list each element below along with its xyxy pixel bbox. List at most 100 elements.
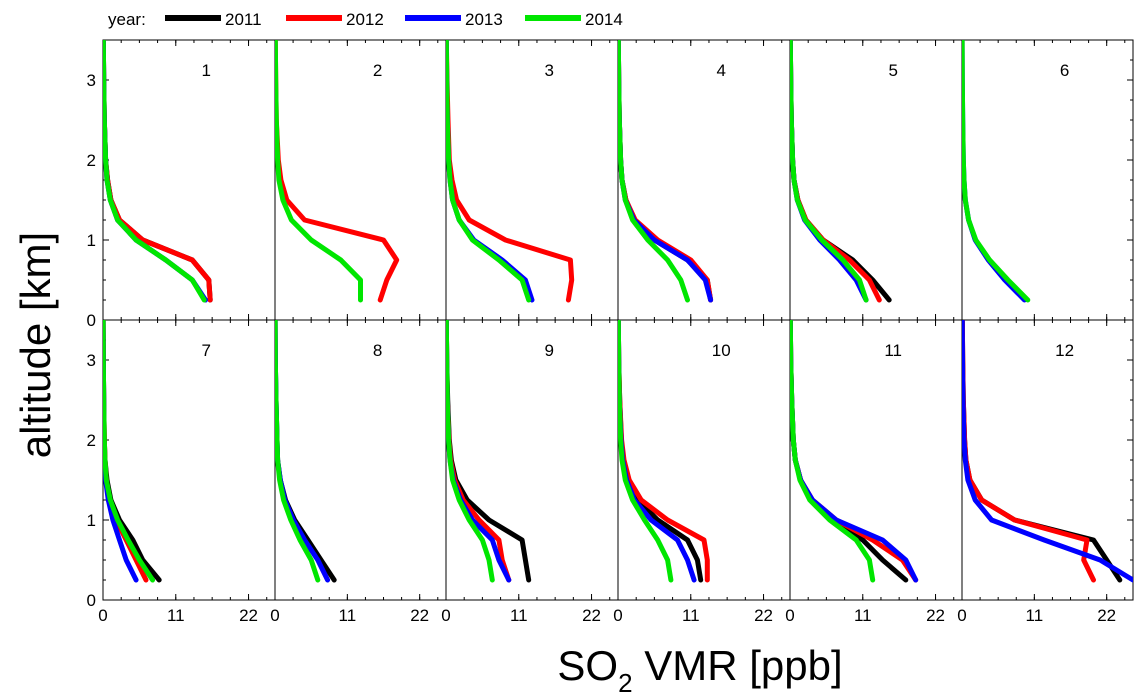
y-tick-label: 2 bbox=[87, 151, 96, 170]
x-tick-label: 0 bbox=[785, 606, 794, 625]
series-line-2012 bbox=[790, 40, 882, 303]
y-tick-label: 3 bbox=[87, 71, 96, 90]
series-line-2013 bbox=[446, 40, 535, 303]
panel-number: 7 bbox=[201, 341, 210, 360]
series-line-2011 bbox=[618, 40, 714, 303]
legend-label: year: bbox=[108, 10, 146, 29]
legend: year: 2011 2012 2013 2014 bbox=[108, 10, 623, 29]
panel-11: 0 11 22 11 bbox=[785, 319, 963, 625]
panel-6: 6 bbox=[961, 39, 1134, 321]
x-axis-title-sub: 2 bbox=[618, 668, 632, 696]
y-tick-label: 3 bbox=[87, 351, 96, 370]
panel-1: 0 1 2 3 1 bbox=[87, 39, 276, 330]
x-tick-label: 11 bbox=[167, 606, 185, 625]
panel-9: 0 11 22 9 bbox=[441, 319, 619, 625]
panel-frame bbox=[961, 39, 1134, 321]
panel-8: 0 11 22 8 bbox=[270, 319, 447, 625]
series-group bbox=[275, 40, 400, 303]
y-tick-label: 1 bbox=[87, 511, 96, 530]
series-line-2014 bbox=[103, 40, 207, 303]
panel-number: 6 bbox=[1060, 61, 1069, 80]
x-tick-label: 22 bbox=[754, 606, 773, 625]
x-tick-label: 0 bbox=[441, 606, 450, 625]
panel-number: 10 bbox=[712, 341, 731, 360]
panel-number: 2 bbox=[373, 61, 382, 80]
series-line-2014 bbox=[446, 320, 495, 583]
series-line-2012 bbox=[618, 40, 714, 303]
panel-number: 12 bbox=[1055, 341, 1074, 360]
series-group bbox=[103, 320, 162, 583]
series-line-2013 bbox=[962, 320, 1133, 583]
panel-number: 1 bbox=[201, 61, 210, 80]
legend-entry-2014: 2014 bbox=[585, 10, 623, 29]
x-tick-label: 11 bbox=[339, 606, 357, 625]
series-group bbox=[275, 320, 337, 583]
legend-entry-2012: 2012 bbox=[346, 10, 384, 29]
panel-frame bbox=[445, 319, 619, 601]
panel-frame bbox=[274, 319, 447, 601]
series-group bbox=[962, 40, 1031, 303]
panel-5: 5 bbox=[789, 39, 963, 321]
y-axis-title: altitude [km] bbox=[12, 232, 59, 458]
y-tick-label: 1 bbox=[87, 231, 96, 250]
x-tick-label: 11 bbox=[510, 606, 528, 625]
panel-2: 2 bbox=[274, 39, 447, 321]
x-axis-title-main: SO bbox=[557, 642, 618, 689]
panel-frame bbox=[102, 319, 276, 601]
legend-entry-2013: 2013 bbox=[465, 10, 503, 29]
series-group bbox=[790, 320, 919, 583]
series-line-2014 bbox=[618, 320, 674, 583]
series-line-2014 bbox=[103, 320, 156, 583]
panel-7: 0 11 22 0 1 2 3 7 bbox=[87, 319, 276, 625]
panel-number: 4 bbox=[716, 61, 725, 80]
series-line-2012 bbox=[618, 320, 710, 583]
series-group bbox=[618, 40, 714, 303]
x-tick-label: 0 bbox=[957, 606, 966, 625]
series-group bbox=[446, 320, 532, 583]
series-line-2012 bbox=[103, 320, 149, 583]
series-group bbox=[103, 40, 213, 303]
series-line-2012 bbox=[103, 40, 213, 303]
panel-frame bbox=[789, 39, 963, 321]
panel-3: 3 bbox=[445, 39, 619, 321]
x-axis-title-rest: VMR [ppb] bbox=[633, 642, 843, 689]
y-tick-label: 0 bbox=[87, 311, 96, 330]
x-tick-label: 0 bbox=[613, 606, 622, 625]
panel-12: 0 11 22 12 bbox=[957, 319, 1134, 625]
x-tick-label: 22 bbox=[582, 606, 601, 625]
series-line-2013 bbox=[618, 40, 714, 303]
panel-number: 11 bbox=[884, 341, 902, 360]
x-tick-label: 22 bbox=[239, 606, 258, 625]
x-tick-label: 22 bbox=[410, 606, 429, 625]
legend-entry-2011: 2011 bbox=[225, 10, 262, 29]
series-line-2011 bbox=[446, 320, 532, 583]
series-group bbox=[446, 40, 575, 303]
series-line-2014 bbox=[275, 40, 363, 303]
panel-number: 3 bbox=[544, 61, 553, 80]
series-group bbox=[962, 320, 1133, 583]
series-line-2014 bbox=[618, 40, 690, 303]
panel-frame bbox=[445, 39, 619, 321]
series-group bbox=[790, 40, 892, 303]
x-tick-label: 0 bbox=[270, 606, 279, 625]
y-tick-label: 2 bbox=[87, 431, 96, 450]
x-tick-label: 11 bbox=[682, 606, 700, 625]
x-tick-label: 0 bbox=[98, 606, 107, 625]
y-tick-label: 0 bbox=[87, 591, 96, 610]
panel-frame bbox=[617, 319, 791, 601]
x-axis-title: SO2 VMR [ppb] bbox=[557, 642, 842, 696]
x-tick-label: 11 bbox=[1026, 606, 1044, 625]
series-group bbox=[618, 320, 710, 583]
x-tick-label: 11 bbox=[854, 606, 872, 625]
series-line-2014 bbox=[790, 40, 869, 303]
panel-number: 5 bbox=[888, 61, 897, 80]
series-line-2012 bbox=[446, 320, 512, 583]
series-line-2014 bbox=[962, 40, 1031, 303]
series-line-2014 bbox=[275, 320, 321, 583]
series-line-2014 bbox=[446, 40, 532, 303]
series-line-2014 bbox=[790, 320, 876, 583]
panel-number: 9 bbox=[544, 341, 553, 360]
panel-4: 4 bbox=[617, 39, 791, 321]
